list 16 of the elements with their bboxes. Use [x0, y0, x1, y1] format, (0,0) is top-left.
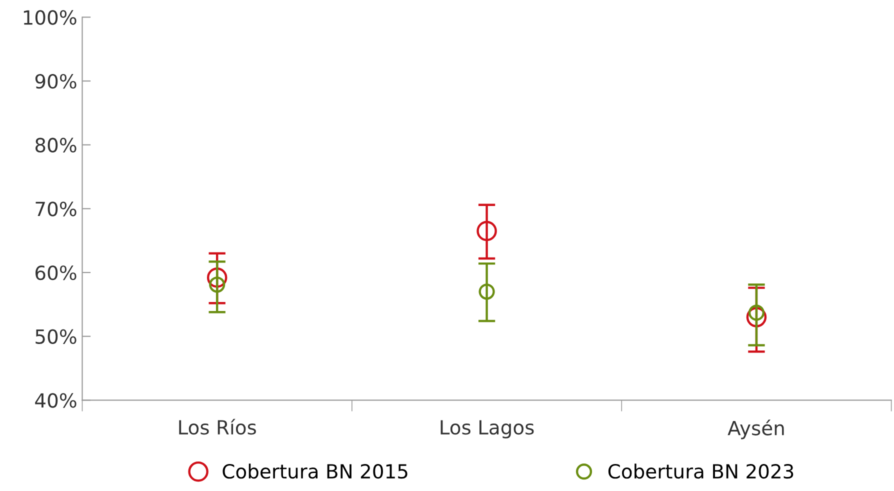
y-tick-label: 50% — [36, 329, 76, 344]
point — [206, 267, 228, 288]
x-tick-label: Los Lagos — [440, 420, 534, 438]
legend-label: Cobertura BN 2015 — [222, 464, 408, 479]
y-tick-label: 70% — [36, 202, 76, 216]
y-tick-label: 40% — [35, 393, 76, 408]
legend-label: Cobertura BN 2023 — [608, 464, 794, 479]
point — [746, 307, 767, 328]
x-tick-label: Aysén — [728, 420, 784, 440]
x-tick-label: Los Ríos — [179, 418, 256, 435]
y-tick-label: 90% — [35, 74, 76, 89]
y-tick-label: 60% — [36, 265, 76, 280]
point — [478, 284, 495, 300]
y-tick-label: 80% — [35, 138, 76, 153]
y-tick-label: 100% — [24, 10, 76, 25]
point — [476, 220, 497, 242]
